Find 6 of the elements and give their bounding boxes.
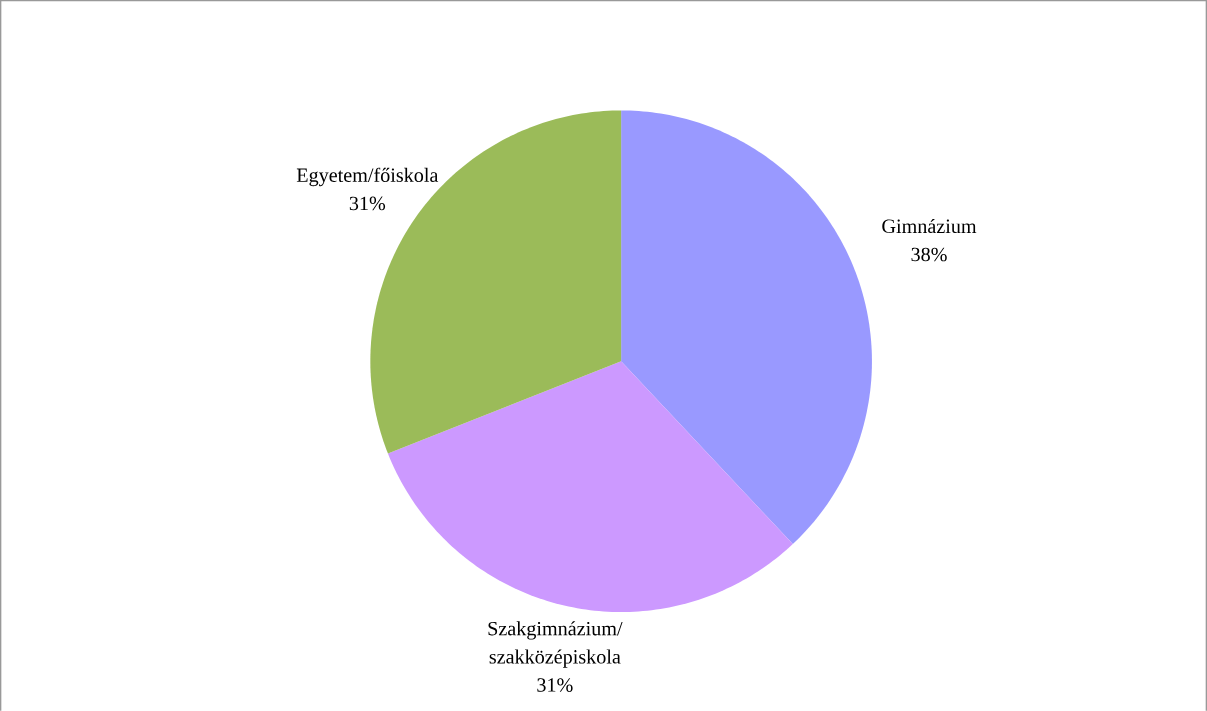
data-label: 31%: [537, 678, 573, 692]
data-label: 31%: [349, 196, 386, 211]
data-label: 38%: [911, 247, 947, 262]
slice-label: Gimnázium: [882, 218, 977, 233]
slice-label: Szakgimnázium/ szakközépiskola: [488, 620, 623, 668]
slice-label: Egyetem/főiskola: [296, 167, 439, 186]
